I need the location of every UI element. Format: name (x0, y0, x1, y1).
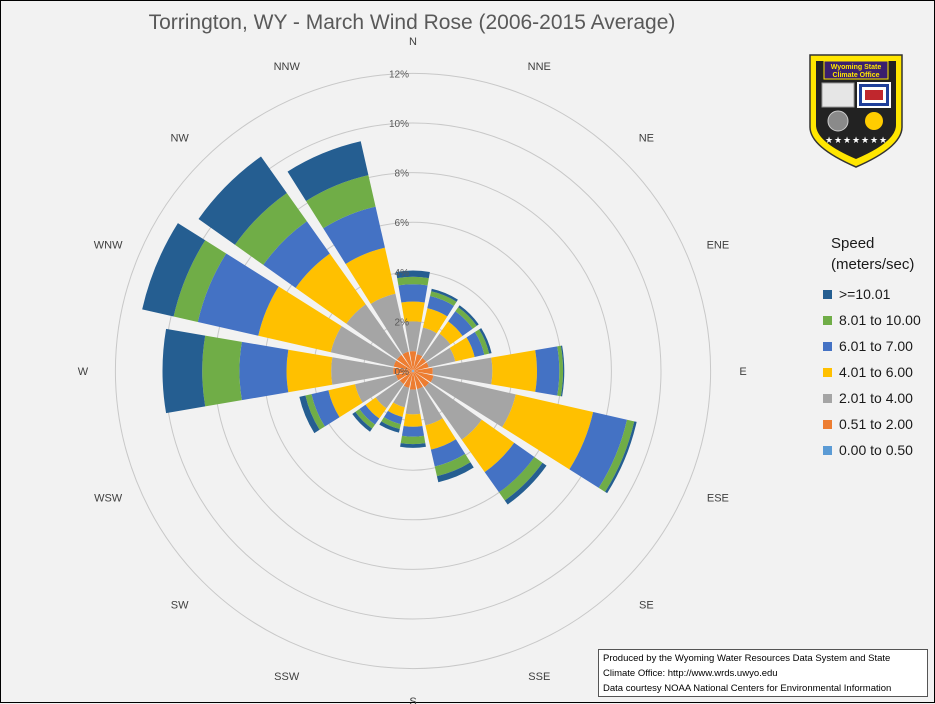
star-icon: ★ (843, 135, 851, 145)
legend-swatch (823, 420, 832, 429)
legend-label: 2.01 to 4.00 (839, 390, 913, 406)
legend-label: 0.51 to 2.00 (839, 416, 913, 432)
direction-label-nne: NNE (528, 61, 551, 73)
radial-tick-label: 2% (395, 317, 410, 328)
radial-tick-label: 0% (395, 367, 410, 378)
legend-item: 6.01 to 7.00 (819, 333, 935, 359)
legend-swatch (823, 342, 832, 351)
legend-label: 0.00 to 0.50 (839, 442, 913, 458)
star-icon: ★ (879, 135, 887, 145)
radial-tick-label: 12% (389, 69, 409, 80)
radial-tick-label: 10% (389, 119, 409, 130)
wedge-n (398, 284, 427, 302)
direction-label-wnw: WNW (94, 240, 123, 252)
wedge-w (239, 342, 288, 400)
legend-swatch (823, 368, 832, 377)
legend-item: 0.00 to 0.50 (819, 437, 935, 463)
logo-text: Wyoming State (831, 64, 882, 71)
legend-swatch (823, 290, 832, 299)
wedge-w (287, 350, 333, 393)
legend-label: 6.01 to 7.00 (839, 338, 913, 354)
credit-line: Climate Office: http://www.wrds.uwyo.edu (603, 666, 923, 681)
legend-item: 8.01 to 10.00 (819, 307, 935, 333)
credit-line: Data courtesy NOAA National Centers for … (603, 681, 923, 696)
legend-label: >=10.01 (839, 286, 890, 302)
direction-label-se: SE (639, 599, 654, 611)
legend-item: 2.01 to 4.00 (819, 385, 935, 411)
star-icon: ★ (870, 135, 878, 145)
legend-item: >=10.01 (819, 281, 935, 307)
legend-item: 4.01 to 6.00 (819, 359, 935, 385)
wedge-e (535, 346, 559, 395)
direction-label-e: E (739, 366, 746, 378)
direction-label-sse: SSE (528, 671, 550, 683)
direction-label-ne: NE (639, 133, 654, 145)
radial-tick-label: 8% (395, 169, 410, 180)
legend-swatch (823, 316, 832, 325)
wedge-s (401, 436, 426, 444)
wedge-s (404, 414, 423, 427)
logo-text: Climate Office (832, 72, 879, 79)
star-icon: ★ (834, 135, 842, 145)
star-icon: ★ (852, 135, 860, 145)
wedge-e (491, 350, 537, 392)
wedge-w (163, 329, 206, 413)
credit-box: Produced by the Wyoming Water Resources … (598, 649, 928, 697)
legend-items: >=10.01 8.01 to 10.00 6.01 to 7.00 4.01 to … (819, 281, 935, 463)
legend-label: 4.01 to 6.00 (839, 364, 913, 380)
direction-label-ene: ENE (707, 240, 730, 252)
radial-tick-label: 6% (395, 218, 410, 229)
legend-item: 0.51 to 2.00 (819, 411, 935, 437)
direction-label-wsw: WSW (94, 492, 123, 504)
legend: Speed (meters/sec) >=10.01 8.01 to 10.00 6… (819, 233, 935, 463)
legend-swatch (823, 446, 832, 455)
legend-swatch (823, 394, 832, 403)
star-icon: ★ (861, 135, 869, 145)
credit-line: Produced by the Wyoming Water Resources … (603, 651, 923, 666)
star-icon: ★ (825, 135, 833, 145)
direction-label-nnw: NNW (274, 61, 301, 73)
legend-title-line: (meters/sec) (831, 254, 935, 275)
wedge-s (402, 426, 424, 437)
direction-label-ese: ESE (707, 492, 729, 504)
direction-label-n: N (409, 36, 417, 48)
direction-label-ssw: SSW (274, 671, 300, 683)
direction-label-sw: SW (171, 599, 189, 611)
direction-label-nw: NW (170, 133, 189, 145)
legend-title: Speed (meters/sec) (831, 233, 935, 275)
legend-label: 8.01 to 10.00 (839, 312, 921, 328)
radial-tick-label: 4% (395, 268, 410, 279)
legend-title-line: Speed (831, 233, 935, 254)
direction-label-w: W (78, 366, 89, 378)
wedge-w (202, 336, 242, 407)
